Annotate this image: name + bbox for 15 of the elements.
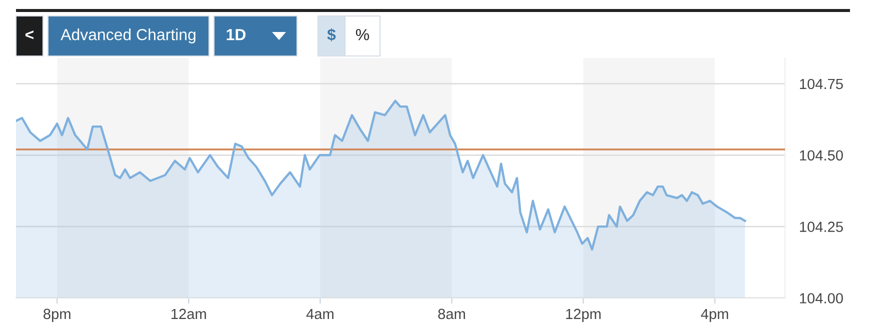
text: $ [327,28,336,42]
text: % [356,29,370,40]
y-tick-label: 104.00 [800,293,843,304]
text: 1D [226,29,246,40]
x-tick-label: 12am [172,308,206,320]
text: Advanced Charting [60,28,196,44]
y-tick-label: 104.75 [800,78,843,90]
y-tick-label: 104.50 [800,150,843,161]
x-tick-label: 4pm [700,308,728,322]
y-tick-label: 104.25 [800,222,843,232]
text: < [26,30,34,40]
x-tick-label: 4am [306,308,334,320]
x-tick-label: 8pm [44,308,70,322]
x-tick-label: 12pm [566,308,601,322]
x-tick-label: 8am [438,308,465,320]
